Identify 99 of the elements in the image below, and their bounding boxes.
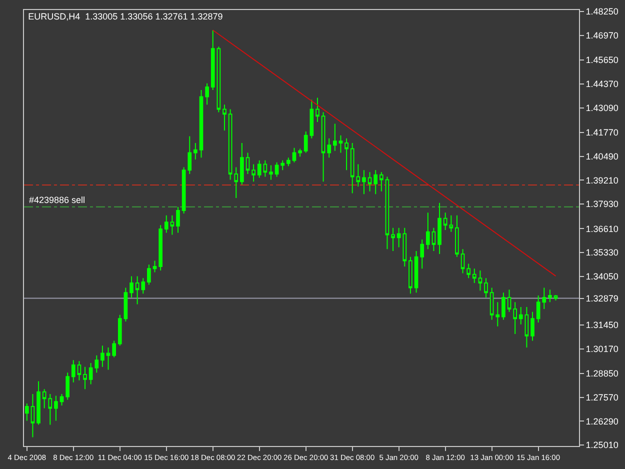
candlestick <box>426 212 430 250</box>
candlestick <box>77 360 82 381</box>
y-tick-label: 1.39210 <box>586 175 618 186</box>
y-tick-label: 1.27570 <box>586 392 618 402</box>
candlestick <box>548 289 552 303</box>
candlestick <box>71 360 76 383</box>
candlestick <box>432 227 436 252</box>
candlestick <box>507 289 512 312</box>
candlestick <box>408 256 412 294</box>
candlestick <box>60 393 64 406</box>
candlestick <box>188 136 192 174</box>
y-tick-label: 1.35330 <box>586 248 618 258</box>
candlestick <box>478 270 482 292</box>
candlestick <box>246 152 250 174</box>
candlestick <box>36 380 40 426</box>
candlestick <box>228 108 232 180</box>
candlestick <box>524 306 529 348</box>
candlestick <box>240 142 244 186</box>
y-tick-label: 1.37930 <box>586 199 618 210</box>
candlestick <box>257 160 262 178</box>
candlestick <box>518 306 523 325</box>
candlestick <box>554 294 558 301</box>
candlestick <box>310 99 314 139</box>
candlestick <box>66 372 70 400</box>
candlestick <box>182 166 186 214</box>
candlestick <box>414 250 418 294</box>
candlestick <box>513 302 517 335</box>
candlestick <box>130 276 134 298</box>
y-tick-label: 1.41770 <box>586 128 618 138</box>
candlestick <box>205 82 209 106</box>
candlestick <box>368 172 372 192</box>
ref-line-label: #4239886 sell <box>29 195 86 205</box>
candlestick <box>30 393 35 438</box>
candlestick <box>338 134 343 154</box>
candlestick <box>379 172 384 192</box>
candlestick <box>24 402 29 422</box>
candlestick <box>286 157 290 167</box>
candlestick <box>252 164 256 182</box>
y-tick-label: 1.46970 <box>586 30 618 41</box>
candlestick <box>530 311 534 342</box>
y-tick-label: 1.26290 <box>586 416 618 426</box>
candlestick <box>118 314 122 346</box>
candlestick <box>210 30 215 91</box>
y-tick-label: 1.25010 <box>586 440 618 450</box>
candlestick <box>112 340 116 358</box>
candlestick <box>170 214 174 236</box>
y-tick-label: 1.32879 <box>586 293 618 304</box>
candlestick <box>124 287 128 322</box>
y-tick-label: 1.31450 <box>586 320 618 330</box>
y-tick-label: 1.48250 <box>586 6 618 17</box>
candlestick <box>536 294 540 323</box>
candlestick <box>292 147 296 163</box>
candlestick <box>164 214 168 234</box>
candlestick <box>304 130 308 154</box>
candlestick <box>472 268 476 284</box>
y-tick-label: 1.40490 <box>586 151 618 162</box>
candlestick <box>274 162 279 178</box>
y-tick-label: 1.44370 <box>586 79 618 90</box>
y-tick-label: 1.30170 <box>586 344 618 354</box>
candlestick <box>502 292 506 320</box>
candlestick <box>460 248 465 274</box>
candlestick <box>332 123 337 152</box>
candlestick <box>222 104 226 132</box>
candlestick <box>269 164 273 180</box>
candlestick <box>385 176 390 250</box>
y-tick-label: 1.28850 <box>586 368 618 379</box>
y-tick-label: 1.34050 <box>586 272 618 282</box>
candlestick <box>542 287 546 310</box>
candlestick <box>438 202 442 255</box>
candlestick <box>391 227 395 252</box>
candlestick <box>374 170 378 195</box>
candlestick <box>455 214 459 258</box>
candlestick <box>234 166 238 199</box>
candlestick <box>316 97 320 122</box>
candlestick <box>344 138 348 171</box>
candlestick <box>280 160 285 171</box>
candlestick <box>54 395 58 422</box>
candlestick <box>199 90 204 158</box>
candlestick <box>263 160 268 178</box>
candlestick <box>100 345 104 368</box>
y-tick-label: 1.45650 <box>586 55 618 66</box>
candlestick <box>152 260 157 273</box>
candlestick <box>158 224 162 271</box>
candlestick <box>176 206 180 234</box>
y-tick-label: 1.43090 <box>586 102 618 113</box>
candlestick <box>83 366 87 390</box>
candlestick <box>147 264 151 286</box>
candlestick <box>484 278 488 298</box>
candlestick <box>216 46 221 113</box>
candlestick <box>194 142 198 160</box>
candlestick <box>362 170 366 195</box>
candlestick <box>298 148 302 158</box>
y-tick-label: 1.36610 <box>586 224 618 234</box>
candlestick <box>106 346 110 370</box>
candlestick <box>466 263 470 279</box>
candlestick <box>420 238 424 270</box>
candlestick <box>327 138 332 158</box>
chart-title: EURUSD,H4 1.33005 1.33056 1.32761 1.32879 <box>28 11 223 22</box>
candlestick <box>321 112 326 182</box>
